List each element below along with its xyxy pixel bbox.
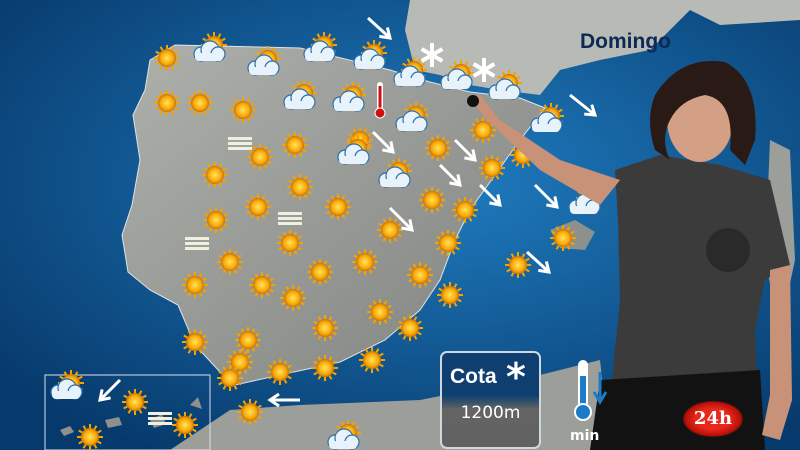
sun-icon — [77, 424, 103, 450]
sun-icon — [182, 329, 208, 355]
sun-icon — [312, 355, 338, 381]
wind-arrow-icon — [388, 206, 414, 232]
sun-icon — [277, 230, 303, 256]
sun-icon — [249, 272, 275, 298]
wind-arrow-icon — [267, 392, 300, 408]
shirt-pattern — [706, 228, 750, 272]
fog-icon — [278, 212, 302, 225]
sun-cloud-icon — [327, 420, 361, 450]
sun-icon — [267, 359, 293, 385]
sun-cloud-icon — [440, 60, 474, 90]
sun-icon — [182, 272, 208, 298]
presenter-left-arm — [762, 265, 792, 440]
wind-arrow-icon — [525, 250, 552, 274]
sun-icon — [217, 365, 243, 391]
sun-icon — [237, 399, 263, 425]
wind-arrow-icon — [98, 378, 122, 402]
sun-cloud-icon — [303, 32, 337, 62]
sun-icon — [505, 252, 531, 278]
sun-icon — [280, 285, 306, 311]
sun-icon — [435, 230, 461, 256]
min-temp-label: min — [570, 428, 600, 444]
presenter-arm — [470, 95, 620, 205]
sun-icon — [407, 262, 433, 288]
sun-icon — [217, 249, 243, 275]
sun-icon — [122, 389, 148, 415]
sun-cloud-icon — [332, 82, 366, 112]
sun-cloud-icon — [337, 135, 371, 165]
wind-arrow-icon — [569, 93, 598, 117]
sun-icon — [202, 162, 228, 188]
sun-icon — [397, 315, 423, 341]
day-banner: Domingo — [568, 0, 800, 62]
sun-icon — [287, 174, 313, 200]
presenter-hair — [650, 60, 756, 166]
sun-icon — [154, 90, 180, 116]
snowflake-icon: * — [506, 355, 526, 399]
thermometer-down-icon — [574, 360, 608, 421]
clicker — [467, 95, 479, 107]
sun-cloud-icon — [353, 40, 387, 70]
sun-cloud-icon — [50, 370, 84, 400]
sun-icon — [452, 197, 478, 223]
sun-icon — [325, 194, 351, 220]
sun-cloud-icon — [283, 80, 317, 110]
day-label: Domingo — [580, 30, 671, 53]
wind-arrow-icon — [438, 163, 462, 187]
wind-arrow-icon — [453, 138, 477, 162]
sun-cloud-icon — [393, 57, 427, 87]
sun-icon — [377, 217, 403, 243]
sun-icon — [437, 282, 463, 308]
sun-icon — [172, 412, 198, 438]
sun-icon — [367, 299, 393, 325]
sun-cloud-icon — [395, 102, 429, 132]
canary-inset — [44, 374, 211, 450]
fog-icon — [228, 137, 252, 150]
sun-icon — [203, 207, 229, 233]
snow-level-value: 1200m — [460, 403, 521, 423]
sun-icon — [550, 225, 576, 251]
wind-arrow-icon — [371, 130, 395, 154]
channel-logo: 24h — [683, 401, 743, 437]
thermometer-icon — [374, 82, 386, 119]
sun-cloud-icon — [530, 103, 564, 133]
sun-cloud-icon — [247, 46, 281, 76]
sun-icon — [187, 90, 213, 116]
sun-icon — [425, 135, 451, 161]
snow-level-box: Cota * 1200m — [440, 351, 541, 449]
sun-icon — [282, 132, 308, 158]
snow-level-label: Cota — [450, 365, 497, 388]
snowflake-icon — [472, 58, 496, 82]
sun-icon — [359, 347, 385, 373]
sun-icon — [307, 259, 333, 285]
sun-icon — [352, 249, 378, 275]
wind-arrow-icon — [533, 183, 559, 209]
snowflake-icon — [420, 43, 444, 67]
fog-icon — [148, 412, 172, 425]
sun-icon — [154, 45, 180, 71]
channel-logo-text: 24h — [693, 408, 733, 429]
sun-icon — [230, 97, 256, 123]
sun-icon — [245, 194, 271, 220]
france-land — [405, 0, 800, 95]
sun-icon — [479, 155, 505, 181]
sun-icon — [419, 187, 445, 213]
sun-icon — [312, 315, 338, 341]
sun-cloud-icon — [488, 70, 522, 100]
fog-icon — [185, 237, 209, 250]
wind-arrow-icon — [366, 16, 393, 40]
wind-arrow-icon — [478, 183, 502, 207]
sun-cloud-icon — [193, 32, 227, 62]
sun-cloud-icon — [378, 158, 412, 188]
sun-icon — [247, 144, 273, 170]
sun-icon — [235, 327, 261, 353]
